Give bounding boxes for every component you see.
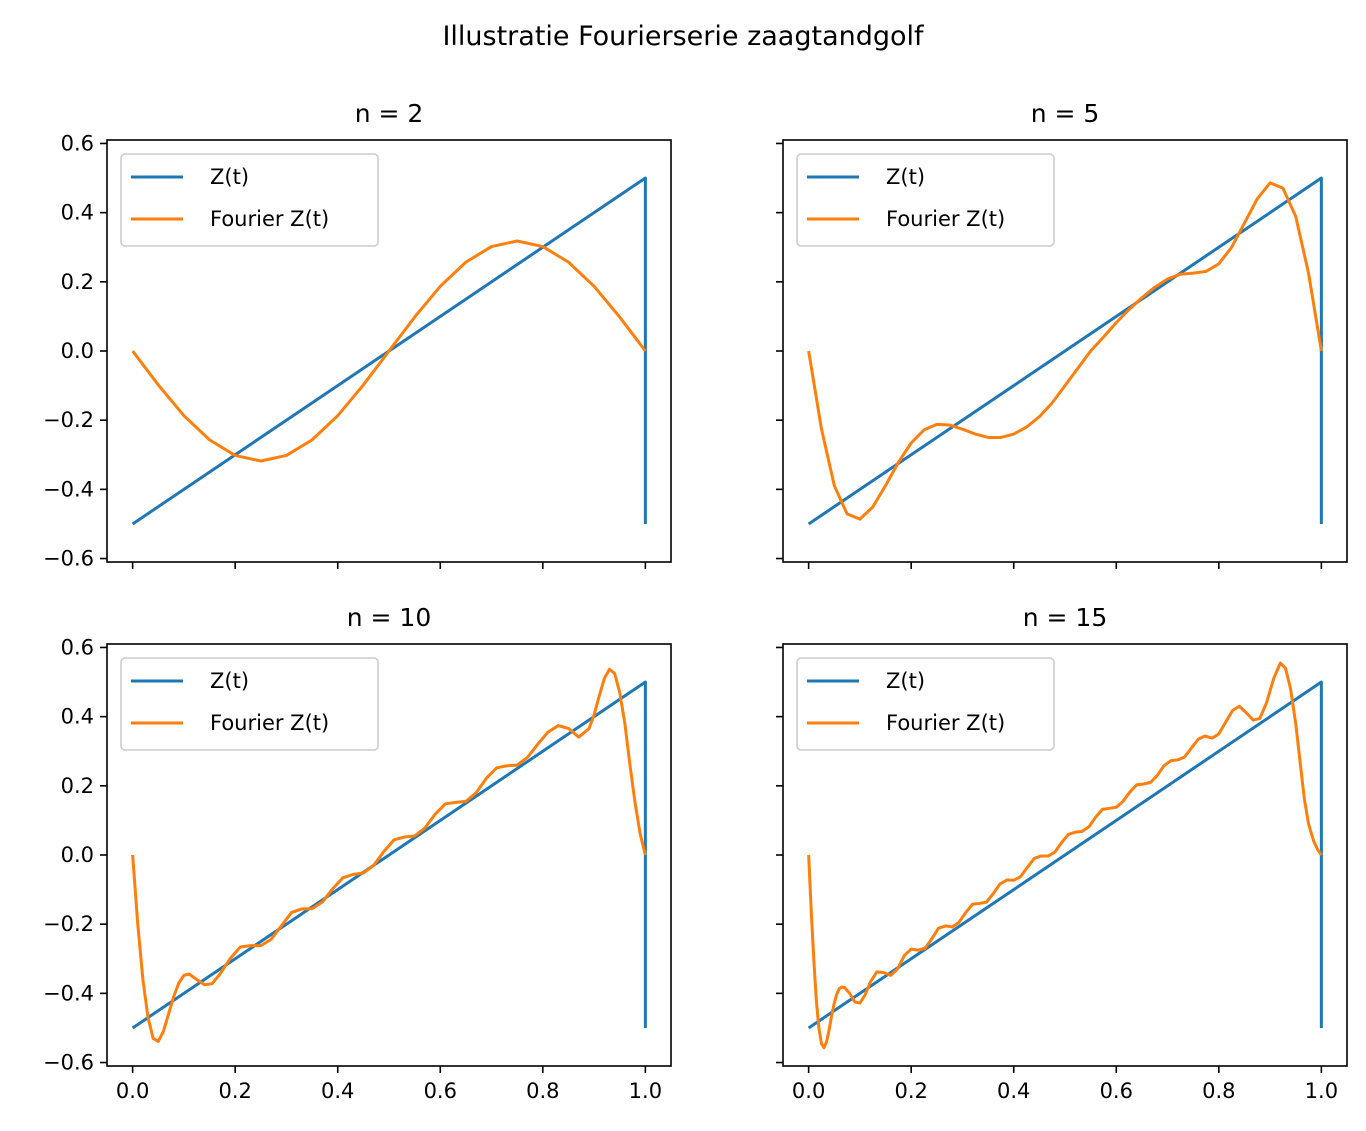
panel-2-legend-box (796, 153, 1055, 247)
panel-1-ytick-label: −0.4 (43, 477, 94, 501)
panel-4-xtick-label: 0.2 (894, 1079, 927, 1103)
panel-3-ytick-label: 0.0 (61, 843, 94, 867)
panel-3-ytick-label: 0.4 (61, 705, 94, 729)
figure-title: Illustratie Fourierserie zaagtandgolf (442, 21, 925, 52)
panel-4-xtick-label: 0.4 (997, 1079, 1030, 1103)
panel-4-xtick-label: 1.0 (1305, 1079, 1338, 1103)
panel-1-ytick-label: −0.2 (43, 408, 94, 432)
panel-1-ytick-label: 0.2 (61, 270, 94, 294)
panel-1-legend: Z(t) Fourier Z(t) (120, 153, 379, 247)
panel-3-xtick-label: 0.2 (218, 1079, 251, 1103)
panel-3-legend-box (120, 657, 379, 751)
panel-4-xtick-label: 0.0 (792, 1079, 825, 1103)
panel-4-xtick-label: 0.6 (1100, 1079, 1133, 1103)
panel-4-series-sawtooth-line (807, 680, 1323, 1030)
panel-3-ytick-label: 0.2 (61, 774, 94, 798)
panel-3-xtick-label: 0.6 (424, 1079, 457, 1103)
panel-1-ytick-label: 0.6 (61, 131, 94, 155)
panel-2-legend: Z(t) Fourier Z(t) (796, 153, 1055, 247)
panel-4-title: n = 15 (1023, 603, 1108, 632)
panel-3-xtick-label: 1.0 (629, 1079, 662, 1103)
panel-1-ytick-label: 0.4 (61, 201, 94, 225)
panel-3-legend-label-fourier: Fourier Z(t) (210, 711, 329, 735)
panel-3-ytick-label: −0.6 (43, 1051, 94, 1075)
panel-3-title: n = 10 (347, 603, 432, 632)
panel-1-legend-box (120, 153, 379, 247)
panel-4-series-fourier-line (807, 661, 1323, 1050)
panel-1-title: n = 2 (355, 99, 424, 128)
panel-1-legend-label-sawtooth: Z(t) (210, 165, 249, 189)
panel-2-series-sawtooth-line (807, 176, 1323, 526)
panel-1: n = 2 0.6 0.4 0.2 0.0 −0.2 −0.4 −0.6 Z(t) Fourier… (43, 99, 672, 571)
panel-4-legend-label-fourier: Fourier Z(t) (886, 711, 1005, 735)
panel-1-legend-label-fourier: Fourier Z(t) (210, 207, 329, 231)
panel-2-legend-label-sawtooth: Z(t) (886, 165, 925, 189)
panel-4-legend-label-sawtooth: Z(t) (886, 669, 925, 693)
panel-3-series-fourier-line (131, 667, 647, 1043)
panel-4-xtick-label: 0.8 (1202, 1079, 1235, 1103)
panel-2-title: n = 5 (1031, 99, 1100, 128)
panel-4-legend-box (796, 657, 1055, 751)
panel-3-series-sawtooth-line (131, 680, 647, 1030)
panel-1-series-fourier-line (131, 239, 647, 463)
panel-2-series-fourier-line (807, 181, 1323, 521)
panel-3-legend: Z(t) Fourier Z(t) (120, 657, 379, 751)
panel-2: n = 5 Z(t) Fourier Z(t) (776, 99, 1348, 569)
panel-3-ytick-label: −0.4 (43, 981, 94, 1005)
panel-3-ytick-label: −0.2 (43, 912, 94, 936)
panel-1-ytick-label: −0.6 (43, 547, 94, 571)
panel-3-xtick-label: 0.0 (116, 1079, 149, 1103)
panel-4: n = 15 0.0 0.2 0.4 0.6 0.8 1.0 Z(t) Fourier Z(t) (776, 603, 1348, 1103)
panel-3-legend-label-sawtooth: Z(t) (210, 669, 249, 693)
panel-4-legend: Z(t) Fourier Z(t) (796, 657, 1055, 751)
panel-3: n = 10 0.0 0.2 0.4 0.6 0.8 1.0 0.6 0.4 0.2 0.0 −0.2… (43, 603, 672, 1103)
panel-1-ytick-label: 0.0 (61, 339, 94, 363)
panel-3-xtick-label: 0.4 (321, 1079, 354, 1103)
panel-2-legend-label-fourier: Fourier Z(t) (886, 207, 1005, 231)
panel-3-ytick-label: 0.6 (61, 635, 94, 659)
panel-1-series-sawtooth-line (131, 176, 647, 526)
panel-3-xtick-label: 0.8 (526, 1079, 559, 1103)
